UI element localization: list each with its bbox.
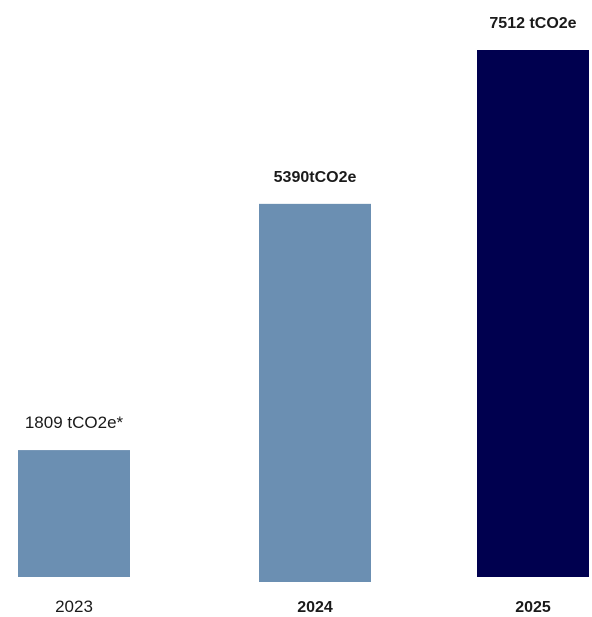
- data-labels-layer: 1809 tCO2e* 5390tCO2e 7512 tCO2e: [25, 15, 577, 432]
- bar-2023: [18, 450, 130, 577]
- bars-layer: [18, 50, 589, 582]
- category-label-2023: 2023: [55, 597, 93, 616]
- bar-2024: [259, 203, 371, 582]
- data-label-2023: 1809 tCO2e*: [25, 413, 124, 432]
- data-label-2025: 7512 tCO2e: [489, 15, 576, 32]
- category-label-2025: 2025: [515, 599, 551, 616]
- category-labels-layer: 2023 2024 2025: [55, 597, 551, 616]
- data-label-2024: 5390tCO2e: [274, 169, 357, 186]
- bar-2025: [477, 50, 589, 577]
- category-label-2024: 2024: [297, 599, 333, 616]
